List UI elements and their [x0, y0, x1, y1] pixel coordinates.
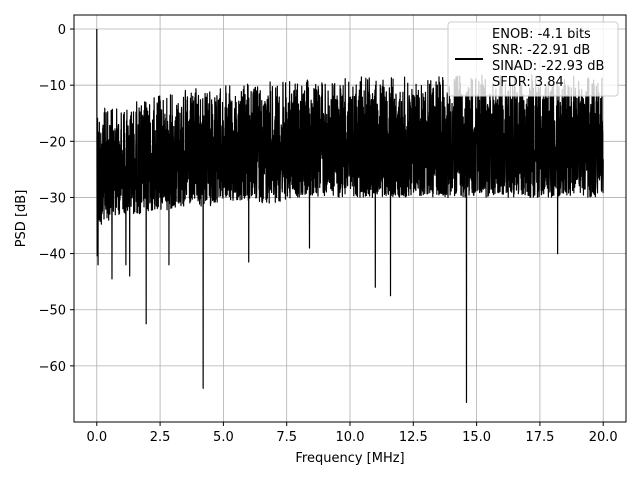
- y-tick-label: −20: [39, 135, 66, 150]
- plot-frame: [73, 14, 627, 423]
- x-tick-label: 12.5: [399, 430, 428, 445]
- x-tick-label: 17.5: [525, 430, 554, 445]
- x-tick-label: 2.5: [150, 430, 171, 445]
- y-tick-label: 0: [58, 23, 66, 38]
- legend-entry-snr: SNR: -22.91 dB: [492, 43, 590, 58]
- x-tick-label: 15.0: [462, 430, 491, 445]
- x-tick-label: 10.0: [336, 430, 365, 445]
- x-tick-label: 5.0: [213, 430, 234, 445]
- legend: ENOB: -4.1 bits SNR: -22.91 dB SINAD: -2…: [447, 21, 619, 97]
- psd-series: [96, 29, 604, 403]
- y-tick-label: −30: [39, 191, 66, 206]
- y-axis-label: PSD [dB]: [14, 190, 29, 248]
- y-tick-label: −60: [39, 360, 66, 375]
- legend-entry-sinad: SINAD: -22.93 dB: [492, 59, 604, 74]
- legend-entry-sfdr: SFDR: 3.84: [492, 75, 564, 90]
- y-axis-ticks: 0 −10 −20 −30 −40 −50 −60: [39, 23, 74, 375]
- y-tick-label: −50: [39, 304, 66, 319]
- x-axis-ticks: 0.0 2.5 5.0 7.5 10.0 12.5 15.0 17.5 20.0: [86, 422, 618, 445]
- x-tick-label: 7.5: [276, 430, 297, 445]
- x-axis-label: Frequency [MHz]: [295, 451, 404, 466]
- x-tick-label: 0.0: [86, 430, 107, 445]
- legend-box: [447, 21, 619, 97]
- x-tick-label: 20.0: [589, 430, 618, 445]
- legend-entry-enob: ENOB: -4.1 bits: [492, 27, 591, 42]
- y-tick-label: −10: [39, 79, 66, 94]
- y-tick-label: −40: [39, 248, 66, 263]
- psd-line: [96, 29, 604, 403]
